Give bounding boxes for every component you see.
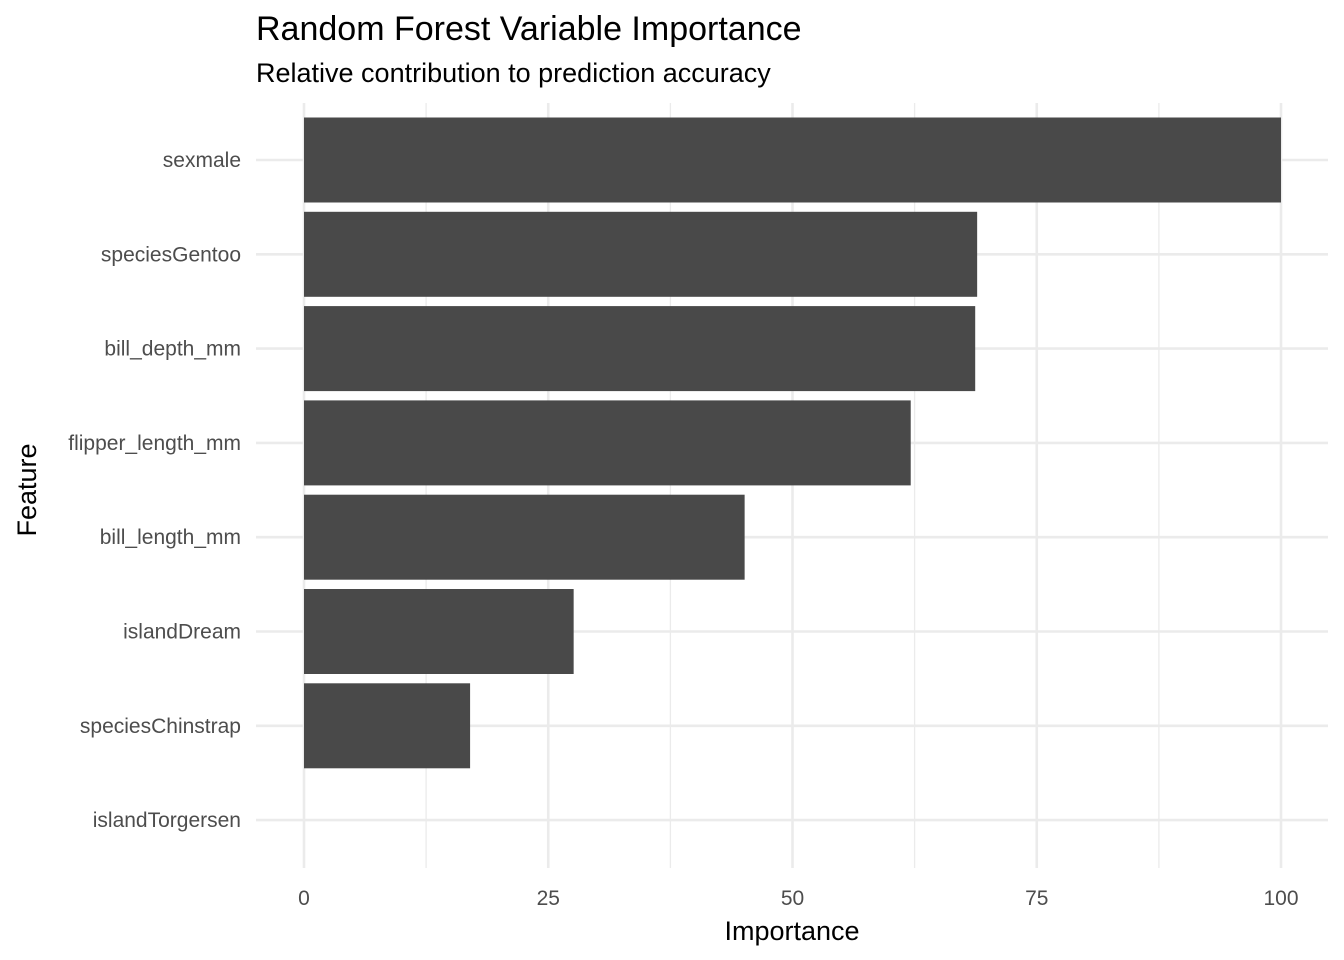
bar-speciesChinstrap — [304, 683, 471, 769]
y-tick-label: sexmale — [163, 149, 241, 172]
bar-bill_depth_mm — [304, 306, 976, 392]
y-tick-label: speciesGentoo — [101, 243, 241, 266]
y-tick-label: bill_depth_mm — [104, 338, 241, 361]
x-tick-label: 0 — [298, 887, 310, 910]
bar-bill_length_mm — [304, 494, 745, 580]
y-axis-title: Feature — [12, 443, 42, 536]
x-axis-title: Importance — [724, 916, 859, 946]
x-tick-label: 25 — [537, 887, 560, 910]
y-tick-label: islandDream — [123, 621, 241, 644]
x-tick-label: 75 — [1025, 887, 1048, 910]
x-tick-label: 50 — [781, 887, 804, 910]
bar-flipper_length_mm — [304, 400, 911, 486]
y-tick-label: islandTorgersen — [93, 809, 241, 832]
bar-sexmale — [304, 117, 1281, 203]
chart-subtitle: Relative contribution to prediction accu… — [256, 58, 771, 88]
y-tick-label: flipper_length_mm — [68, 432, 241, 455]
y-tick-label: bill_length_mm — [100, 526, 241, 549]
bar-speciesGentoo — [304, 211, 978, 297]
y-tick-label: speciesChinstrap — [80, 715, 241, 738]
x-tick-labels: 0 25 50 75 100 — [298, 887, 1298, 910]
bars — [304, 117, 1281, 769]
x-tick-label: 100 — [1263, 887, 1298, 910]
bar-islandDream — [304, 589, 574, 674]
y-tick-labels: sexmale speciesGentoo bill_depth_mmflipper… — [68, 149, 241, 832]
chart-title: Random Forest Variable Importance — [256, 10, 802, 48]
